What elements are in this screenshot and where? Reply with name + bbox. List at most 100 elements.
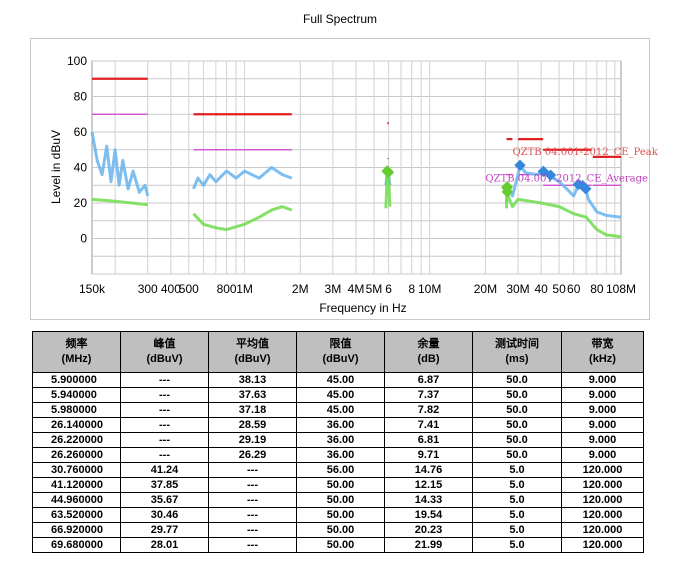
y-axis-label: Level in dBuV [49, 130, 63, 204]
table-cell: --- [208, 477, 297, 493]
table-cell: 120.000 [561, 492, 644, 508]
table-cell: 37.18 [208, 402, 297, 418]
table-cell: 9.000 [561, 447, 644, 463]
x-tick-label: 150k [79, 282, 106, 296]
table-cell: 26.140000 [32, 417, 121, 433]
table-cell: --- [120, 432, 209, 448]
table-cell: 41.24 [120, 462, 209, 478]
table-row: 5.900000 --- 38.13 45.00 6.87 50.0 9.000 [32, 372, 644, 388]
table-cell: 5.900000 [32, 372, 121, 388]
data-series [90, 131, 622, 239]
table-cell: 41.120000 [32, 477, 121, 493]
x-tick-label: 6 [385, 282, 392, 296]
table-cell: 26.220000 [32, 432, 121, 448]
table-cell: 50.00 [296, 477, 385, 493]
y-tick-label: 80 [74, 90, 88, 104]
x-tick-label: 40 [534, 282, 548, 296]
series-peak [90, 131, 622, 219]
table-cell: 20.23 [384, 522, 473, 538]
table-row: 44.960000 35.67 --- 50.00 14.33 5.0 120.000 [32, 492, 644, 508]
x-tick-label: 3M [325, 282, 342, 296]
table-cell: 50.0 [472, 432, 562, 448]
table-body: 5.900000 --- 38.13 45.00 6.87 50.0 9.000 5.9400… [32, 372, 644, 553]
data-marker [382, 166, 395, 179]
table-cell: 36.00 [296, 447, 385, 463]
table-row: 26.140000 --- 28.59 36.00 7.41 50.0 9.000 [32, 417, 644, 433]
table-cell: 5.0 [472, 462, 562, 478]
table-cell: 26.29 [208, 447, 297, 463]
column-header-unit: (ms) [505, 353, 529, 365]
y-tick-label: 40 [74, 161, 88, 175]
table-cell: 120.000 [561, 477, 644, 493]
table-cell: 5.0 [472, 492, 562, 508]
x-tick-label: 300 [138, 282, 158, 296]
limit-annotation: QZTB 04.001-2012_CE_Average [485, 174, 648, 185]
table-cell: --- [120, 387, 209, 403]
column-header: 限值 (dBuV) [296, 331, 385, 373]
x-tick-label: 30M [506, 282, 529, 296]
column-header-name: 余量 [417, 338, 440, 350]
column-header: 峰值 (dBuV) [120, 331, 209, 373]
table-cell: 50.0 [472, 372, 562, 388]
table-cell: 6.87 [384, 372, 473, 388]
y-tick-label: 100 [67, 54, 87, 68]
table-cell: 14.76 [384, 462, 473, 478]
table-row: 26.260000 --- 26.29 36.00 9.71 50.0 9.000 [32, 447, 644, 463]
table-cell: 5.940000 [32, 387, 121, 403]
y-tick-label: 0 [80, 232, 87, 246]
table-cell: 38.13 [208, 372, 297, 388]
x-tick-label: 500 [179, 282, 199, 296]
table-cell: --- [208, 492, 297, 508]
column-header-unit: (dBuV) [322, 353, 359, 365]
table-cell: 28.01 [120, 537, 209, 553]
table-cell: 5.0 [472, 522, 562, 538]
x-tick-label: 5M [366, 282, 383, 296]
table-cell: 5.0 [472, 537, 562, 553]
table-cell: 29.19 [208, 432, 297, 448]
table-row: 30.760000 41.24 --- 56.00 14.76 5.0 120.000 [32, 462, 644, 478]
column-header-name: 峰值 [153, 338, 176, 350]
table-cell: 7.82 [384, 402, 473, 418]
x-tick-label: 60 [567, 282, 581, 296]
table-cell: 29.77 [120, 522, 209, 538]
table-cell: 26.260000 [32, 447, 121, 463]
table-cell: 9.000 [561, 402, 644, 418]
table-row: 63.520000 30.46 --- 50.00 19.54 5.0 120.000 [32, 507, 644, 523]
column-header-unit: (dB) [417, 353, 440, 365]
table-cell: 12.15 [384, 477, 473, 493]
table-cell: --- [208, 507, 297, 523]
table-cell: 50.0 [472, 402, 562, 418]
spectrum-chart: QZTB 04.001-2012_CE_Peak QZTB 04.001-2012… [49, 54, 659, 315]
x-tick-label: 4M [348, 282, 365, 296]
y-tick-label: 20 [74, 196, 88, 210]
table-cell: 63.520000 [32, 507, 121, 523]
table-cell: 69.680000 [32, 537, 121, 553]
table-cell: 120.000 [561, 537, 644, 553]
x-tick-label: 50 [552, 282, 566, 296]
column-header: 测试时间 (ms) [472, 331, 562, 373]
table-row: 5.980000 --- 37.18 45.00 7.82 50.0 9.000 [32, 402, 644, 418]
table-cell: 66.920000 [32, 522, 121, 538]
table-cell: 120.000 [561, 462, 644, 478]
table-cell: --- [120, 447, 209, 463]
table-cell: 50.0 [472, 417, 562, 433]
results-table: 频率 (MHz) 峰值 (dBuV) 平均值 (dBuV) 限值 (dBuV) 余量 (dB) 测试… [32, 331, 644, 553]
column-header: 平均值 (dBuV) [208, 331, 297, 373]
table-cell: 9.71 [384, 447, 473, 463]
chart-grid [91, 60, 622, 275]
table-cell: 28.59 [208, 417, 297, 433]
data-marker [501, 186, 514, 198]
table-cell: 9.000 [561, 372, 644, 388]
chart-title: Full Spectrum [302, 12, 378, 26]
table-cell: --- [208, 462, 297, 478]
x-tick-label: 10M [418, 282, 441, 296]
table-cell: 50.0 [472, 387, 562, 403]
column-header-unit: (MHz) [61, 353, 92, 365]
table-row: 69.680000 28.01 --- 50.00 21.99 5.0 120.000 [32, 537, 644, 553]
table-cell: 21.99 [384, 537, 473, 553]
table-cell: 50.00 [296, 507, 385, 523]
data-markers [381, 159, 592, 198]
column-header: 余量 (dB) [384, 331, 473, 373]
table-cell: --- [120, 402, 209, 418]
table-cell: 9.000 [561, 387, 644, 403]
